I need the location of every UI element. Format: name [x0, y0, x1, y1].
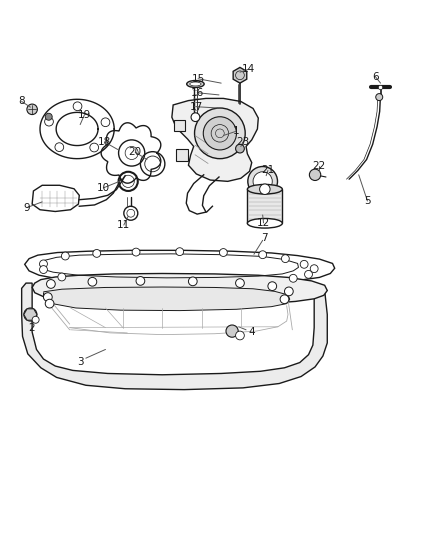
Polygon shape — [25, 251, 335, 284]
Text: 1: 1 — [233, 126, 240, 136]
Circle shape — [24, 308, 37, 321]
Ellipse shape — [247, 219, 283, 228]
Ellipse shape — [187, 80, 204, 87]
Circle shape — [203, 117, 237, 150]
Circle shape — [376, 94, 383, 101]
Text: 7: 7 — [261, 233, 268, 243]
Circle shape — [226, 325, 238, 337]
Text: 11: 11 — [117, 220, 131, 230]
Polygon shape — [32, 185, 79, 212]
Text: 4: 4 — [248, 327, 255, 337]
Text: 10: 10 — [97, 183, 110, 193]
Circle shape — [260, 184, 270, 195]
Text: 23: 23 — [237, 137, 250, 147]
Text: 15: 15 — [191, 74, 205, 84]
Circle shape — [88, 277, 97, 286]
Circle shape — [93, 249, 101, 257]
Circle shape — [219, 248, 227, 256]
Text: 16: 16 — [191, 88, 204, 98]
Circle shape — [310, 265, 318, 272]
Circle shape — [304, 270, 312, 278]
Text: 22: 22 — [312, 161, 325, 171]
Ellipse shape — [247, 184, 283, 194]
Circle shape — [282, 255, 289, 263]
Circle shape — [132, 248, 140, 256]
Polygon shape — [172, 99, 258, 181]
Circle shape — [32, 316, 39, 323]
Text: 9: 9 — [24, 203, 30, 213]
Text: 5: 5 — [364, 196, 371, 206]
Circle shape — [289, 274, 297, 282]
Circle shape — [236, 279, 244, 287]
Text: 14: 14 — [242, 64, 255, 74]
Circle shape — [45, 299, 54, 308]
Circle shape — [248, 166, 278, 196]
Circle shape — [378, 85, 383, 90]
Circle shape — [268, 282, 277, 290]
Text: 18: 18 — [98, 137, 111, 147]
Polygon shape — [247, 189, 283, 223]
Circle shape — [236, 331, 244, 340]
Circle shape — [236, 144, 244, 153]
Circle shape — [285, 287, 293, 296]
Polygon shape — [21, 283, 327, 390]
Ellipse shape — [190, 82, 201, 86]
Polygon shape — [24, 309, 37, 320]
Circle shape — [194, 108, 245, 159]
Text: 8: 8 — [18, 96, 25, 107]
Circle shape — [61, 252, 69, 260]
Text: 12: 12 — [257, 218, 270, 228]
Text: 3: 3 — [77, 357, 84, 367]
Circle shape — [280, 295, 289, 304]
Circle shape — [188, 277, 197, 286]
Text: 21: 21 — [261, 165, 275, 175]
Circle shape — [136, 277, 145, 285]
Circle shape — [309, 169, 321, 181]
Circle shape — [27, 104, 37, 115]
Text: 6: 6 — [372, 71, 378, 82]
Polygon shape — [32, 273, 327, 305]
Text: 19: 19 — [78, 110, 91, 119]
Circle shape — [191, 113, 200, 122]
Circle shape — [176, 248, 184, 256]
Text: 20: 20 — [129, 147, 142, 157]
Polygon shape — [174, 120, 185, 131]
Circle shape — [45, 113, 52, 120]
Polygon shape — [176, 149, 187, 161]
Circle shape — [300, 261, 308, 268]
Circle shape — [124, 206, 138, 220]
Circle shape — [253, 172, 272, 191]
Text: 17: 17 — [190, 102, 203, 112]
Polygon shape — [233, 67, 247, 83]
Polygon shape — [43, 287, 290, 311]
Text: 2: 2 — [28, 322, 35, 333]
Circle shape — [259, 251, 267, 259]
Circle shape — [39, 265, 47, 273]
Circle shape — [46, 280, 55, 288]
Circle shape — [58, 273, 66, 281]
Circle shape — [39, 260, 47, 268]
Circle shape — [43, 293, 52, 302]
